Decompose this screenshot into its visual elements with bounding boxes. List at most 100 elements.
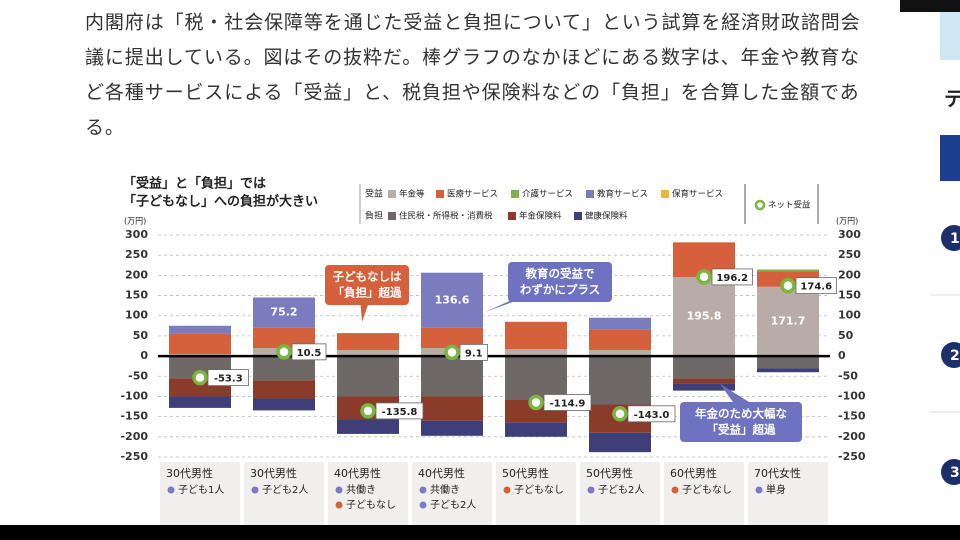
net-label-box: [207, 369, 249, 387]
bar-segment: [421, 272, 483, 328]
net-marker: [192, 369, 208, 386]
sub-label: 子ども2人: [598, 484, 644, 496]
category-cell: [328, 462, 408, 525]
callout-text: 教育の受益で: [525, 267, 595, 281]
number-badge: [941, 342, 960, 368]
y2-tick-label: 300: [838, 228, 861, 241]
legend-label: 住民税・所得税・消費税: [399, 211, 493, 222]
y2-tick-label: -50: [838, 369, 858, 382]
callout-text: 子どもなしは: [333, 270, 402, 284]
legend-label: 介護サービス: [522, 189, 573, 200]
net-marker: [528, 394, 544, 411]
net-marker: [276, 344, 292, 360]
y-tick-label: 50: [133, 329, 149, 342]
article-line: 内閣府は「税・社会保障等を通じた受益と負担について」という試算を経済財政諮問会: [85, 12, 861, 34]
callout: [680, 402, 802, 442]
bar-segment: [673, 356, 735, 379]
callout-text: 「受益」超過: [707, 423, 776, 437]
net-label: 9.1: [465, 348, 483, 359]
sub-bullet: [251, 486, 259, 494]
y2-tick-label: 250: [838, 248, 861, 261]
legend-swatch: [508, 212, 516, 220]
legend-label: 医療サービス: [447, 189, 498, 200]
legend-group: 負担: [365, 210, 383, 222]
net-label: -114.9: [550, 398, 586, 409]
legend-label: 健康保険料: [585, 211, 628, 222]
net-label-box: [711, 268, 753, 286]
sub-bullet: [335, 501, 343, 509]
legend-group: 受益: [365, 188, 383, 200]
category-cell: [580, 462, 660, 525]
x-tick-label: 40代男性: [334, 466, 381, 480]
segment-label: 171.7: [771, 314, 806, 327]
bar-segment: [337, 333, 399, 351]
bar-segment: [253, 297, 315, 328]
legend-marker: [754, 199, 766, 211]
y2-tick-label: 150: [838, 289, 861, 302]
sub-label: 子ども2人: [262, 484, 308, 496]
sub-bullet: [587, 486, 595, 494]
callout-text: 年金のため大幅な: [695, 407, 787, 421]
net-label: 10.5: [297, 348, 322, 359]
segment-label: 195.8: [687, 310, 722, 323]
bar-segment: [421, 327, 483, 349]
bar-segment: [673, 383, 735, 391]
legend-swatch: [586, 190, 594, 198]
number-badge: [941, 459, 960, 485]
y2-tick-label: 0: [838, 349, 846, 362]
y-tick-label: -50: [128, 369, 148, 382]
sub-label: 共働き: [430, 483, 460, 496]
top-edge: [900, 0, 960, 12]
y2-tick-label: -250: [838, 450, 866, 463]
net-label-box: [291, 343, 327, 361]
chart-title: 「受益」と「負担」では: [123, 176, 266, 192]
net-marker: [612, 406, 628, 422]
article-line: 議に提出している。図はその抜粋だ。棒グラフのなかほどにある数字は、年金や教育な: [85, 47, 860, 69]
y-tick-label: 100: [125, 309, 148, 322]
bar-segment: [505, 422, 567, 437]
legend-label: 年金保険料: [519, 211, 562, 222]
x-tick-label: 30代男性: [250, 466, 297, 480]
sub-label: 子どもなし: [514, 484, 564, 496]
sub-bullet: [335, 486, 343, 494]
legend-swatch: [436, 190, 444, 198]
category-cell: [412, 462, 492, 525]
bar-segment: [673, 378, 735, 384]
net-marker: [780, 277, 796, 294]
bar-segment: [253, 380, 315, 399]
y2-tick-label: 100: [838, 309, 861, 322]
bottom-bar: [0, 525, 960, 540]
chart-title: 「子どもなし」への負担が大きい: [123, 194, 318, 210]
sidebar-tab: [940, 135, 960, 181]
bar-segment: [505, 356, 567, 400]
net-label-box: [459, 344, 488, 361]
x-tick-label: 70代女性: [754, 466, 801, 480]
legend-swatch: [661, 190, 669, 198]
net-label: 174.6: [800, 282, 832, 293]
sidebar-banner: [940, 0, 960, 60]
category-cell: [496, 462, 576, 525]
article-line: ど各種サービスによる「受益」と、税負担や保険料などの「負担」を合算した金額であ: [85, 82, 860, 104]
number-label: 1: [950, 231, 960, 247]
net-label: -135.8: [382, 407, 418, 418]
sub-label: 子どもなし: [346, 499, 396, 511]
net-label-box: [375, 402, 424, 420]
sub-bullet: [167, 486, 175, 494]
y2-tick-label: -150: [838, 410, 866, 423]
y-tick-label: -100: [120, 389, 148, 402]
x-tick-label: 50代男性: [586, 466, 633, 480]
x-tick-label: 40代男性: [418, 466, 465, 480]
y2-tick-label: 50: [838, 329, 854, 342]
legend-swatch: [511, 190, 519, 198]
net-label: -143.0: [634, 410, 670, 421]
bar-segment: [505, 349, 567, 357]
bar-segment: [337, 356, 399, 397]
y-tick-label: -150: [120, 410, 148, 423]
bar-segment: [757, 286, 819, 357]
y-tick-label: 300: [125, 228, 148, 241]
net-label: 196.2: [716, 273, 748, 284]
y-tick-label: 150: [125, 289, 148, 302]
bar-segment: [589, 350, 651, 357]
